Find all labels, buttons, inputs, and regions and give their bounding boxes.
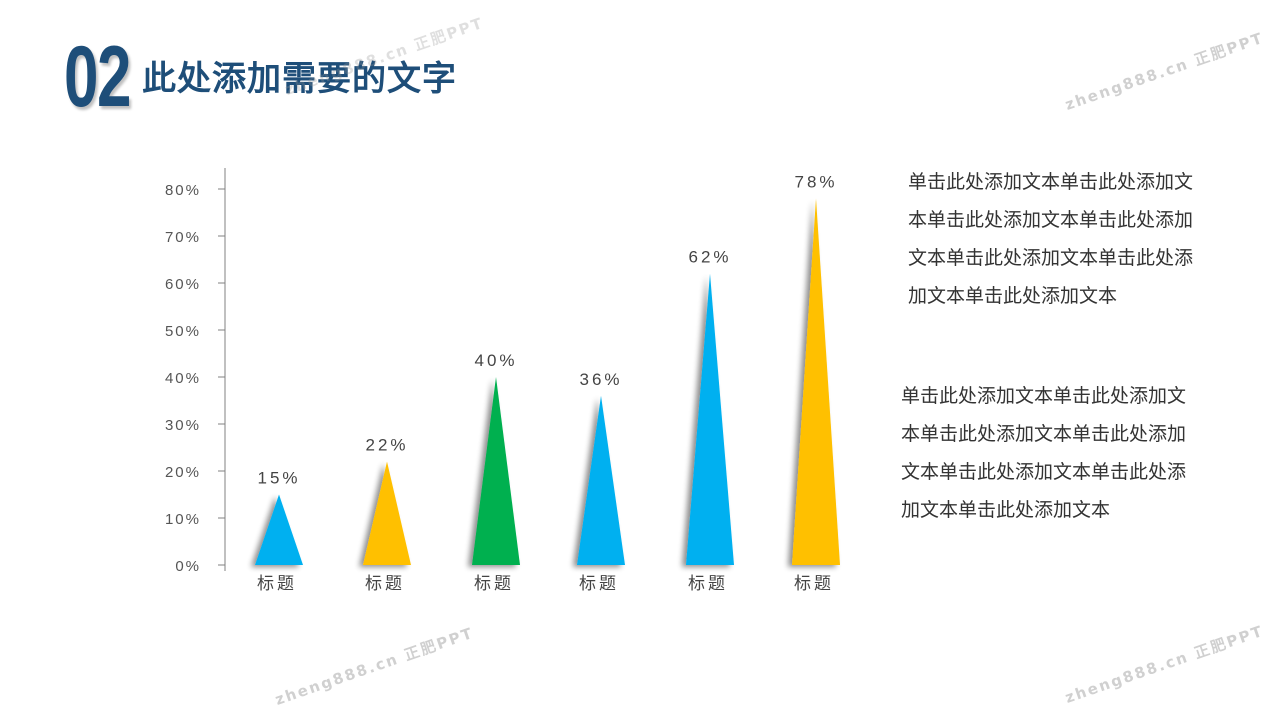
y-tick-label: 20% bbox=[165, 464, 201, 481]
bars bbox=[255, 198, 840, 565]
value-label-6: 78% bbox=[794, 172, 837, 191]
y-axis: 0% 10% 20% 30% 40% 50% 60% 70% 80% bbox=[165, 168, 226, 575]
y-tick-label: 0% bbox=[175, 558, 201, 575]
category-label-4: 标题 bbox=[579, 574, 619, 594]
y-tick-label: 10% bbox=[165, 511, 201, 528]
y-tick-label: 80% bbox=[165, 182, 201, 199]
value-labels: 15% 22% 40% 36% 62% 78% bbox=[257, 172, 837, 488]
category-label-3: 标题 bbox=[474, 574, 514, 594]
category-label-1: 标题 bbox=[257, 574, 297, 594]
value-label-3: 40% bbox=[474, 351, 517, 370]
y-tick-label: 30% bbox=[165, 417, 201, 434]
watermark: zheng888.cn 正肥PPT bbox=[272, 623, 477, 709]
category-label-6: 标题 bbox=[794, 574, 834, 594]
bar-6 bbox=[792, 198, 840, 565]
bar-5 bbox=[686, 273, 734, 565]
section-number: 02 bbox=[64, 29, 131, 125]
value-label-4: 36% bbox=[579, 370, 622, 389]
bar-4 bbox=[577, 395, 625, 565]
value-label-2: 22% bbox=[365, 436, 408, 455]
y-tick-label: 60% bbox=[165, 276, 201, 293]
page-title: 此处添加需要的文字 bbox=[142, 59, 457, 99]
bar-3 bbox=[472, 377, 520, 565]
category-labels: 标题 标题 标题 标题 标题 标题 bbox=[257, 574, 834, 594]
y-tick-label: 40% bbox=[165, 370, 201, 387]
bar-1 bbox=[255, 494, 303, 565]
watermark: zheng888.cn 正肥PPT bbox=[1062, 621, 1267, 707]
category-label-5: 标题 bbox=[688, 574, 728, 594]
value-label-5: 62% bbox=[688, 248, 731, 267]
bar-chart: 0% 10% 20% 30% 40% 50% 60% 70% 80% 15% 22% 40% 36% 6… bbox=[165, 168, 840, 594]
bar-2 bbox=[363, 461, 411, 565]
side-paragraph-1: 单击此处添加文本单击此处添加文本单击此处添加文本单击此处添加文本单击此处添加文本… bbox=[908, 171, 1194, 307]
y-tick-label: 70% bbox=[165, 229, 201, 246]
category-label-2: 标题 bbox=[365, 574, 405, 594]
y-tick-label: 50% bbox=[165, 323, 201, 340]
value-label-1: 15% bbox=[257, 469, 300, 488]
side-paragraph-2: 单击此处添加文本单击此处添加文本单击此处添加文本单击此处添加文本单击此处添加文本… bbox=[901, 385, 1187, 521]
watermark: zheng888.cn 正肥PPT bbox=[1062, 28, 1267, 114]
